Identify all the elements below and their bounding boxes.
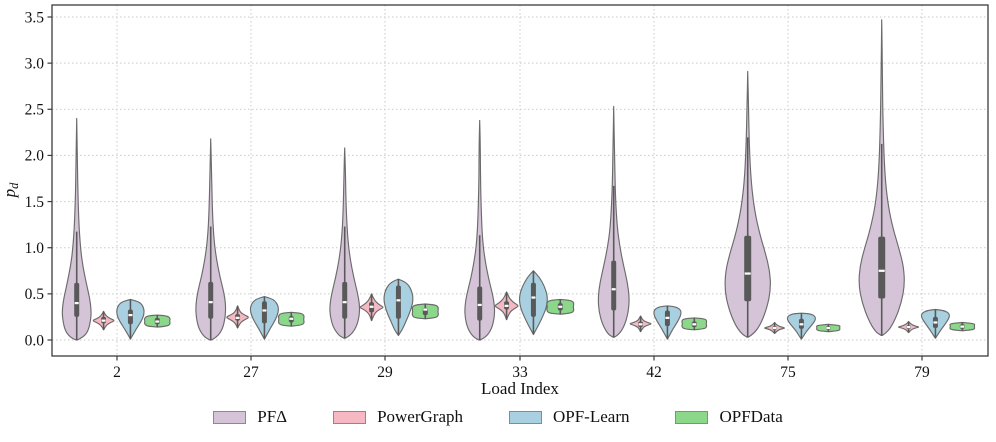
legend-label-opf-learn: OPF-Learn <box>553 407 630 426</box>
box-pfd-2 <box>74 282 80 317</box>
legend-swatch-opfdata <box>675 410 709 424</box>
y-tick-label: 2.0 <box>25 148 45 165</box>
legend-label-powergraph: PowerGraph <box>377 407 463 426</box>
violin-pfd-2 <box>61 117 92 341</box>
legend-item-pfd: PFΔ <box>213 407 287 427</box>
box-pfd-33 <box>477 286 483 321</box>
violin-chart: 0.0 0.5 1.0 1.5 2.0 2.5 3.0 3.5 2 27 29 33 42 75 79 Loa… <box>0 4 989 398</box>
x-tick-label: 42 <box>646 364 662 381</box>
legend-label-pfd: PFΔ <box>257 407 288 426</box>
x-tick-label: 79 <box>914 364 930 381</box>
x-tick-label: 29 <box>377 364 393 381</box>
box-opf-learn-29 <box>395 285 401 319</box>
legend: PFΔ PowerGraph OPF-Learn OPFData <box>0 407 996 427</box>
box-pfd-75 <box>744 235 752 302</box>
y-tick-label: 1.5 <box>25 194 45 211</box>
legend-swatch-opf-learn <box>509 410 542 424</box>
box-pfd-42 <box>611 260 617 311</box>
legend-swatch-pfd <box>213 410 247 424</box>
box-pfd-27 <box>208 281 214 319</box>
box-pfd-79 <box>878 236 886 299</box>
box-opf-learn-2 <box>127 309 133 325</box>
x-tick-label: 75 <box>780 364 796 381</box>
x-tick-label: 33 <box>512 364 528 381</box>
y-tick-label: 0.0 <box>25 332 45 349</box>
legend-item-opf-learn: OPF-Learn <box>509 407 629 427</box>
x-tick-label: 2 <box>113 364 121 381</box>
x-tick-label: 27 <box>243 364 259 381</box>
y-tick-label: 0.5 <box>25 286 45 303</box>
y-axis-label: pd <box>0 182 21 199</box>
box-pfd-29 <box>342 281 348 319</box>
box-opf-learn-33 <box>530 282 536 317</box>
legend-item-powergraph: PowerGraph <box>333 407 463 427</box>
y-tick-label: 3.5 <box>25 9 45 26</box>
legend-swatch-powergraph <box>333 410 367 424</box>
legend-label-opfdata: OPFData <box>719 407 783 426</box>
violin-pfd-33 <box>464 119 496 341</box>
legend-item-opfdata: OPFData <box>675 407 783 427</box>
x-axis-label: Load Index <box>481 379 559 398</box>
y-tick-label: 1.0 <box>25 240 45 257</box>
y-tick-label: 2.5 <box>25 102 45 119</box>
box-opf-learn-27 <box>261 301 267 324</box>
y-tick-label: 3.0 <box>25 55 45 72</box>
